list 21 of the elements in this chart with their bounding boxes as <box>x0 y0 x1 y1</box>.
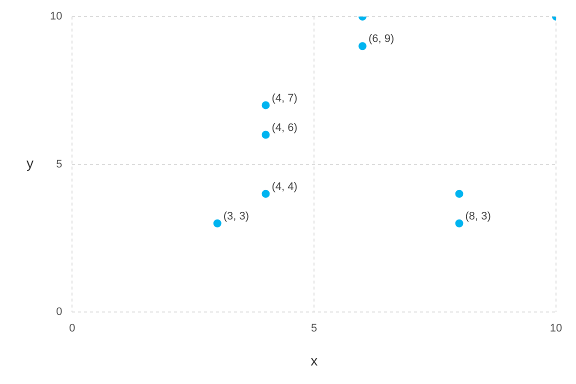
data-label: (8, 3) <box>465 210 491 222</box>
data-label: (6, 9) <box>368 33 394 46</box>
data-label: (4, 4) <box>272 180 298 193</box>
point <box>213 219 222 228</box>
data-label: (4, 6) <box>272 122 298 134</box>
x-tick-label: 10 <box>550 322 562 335</box>
y-axis-title: y <box>26 155 34 172</box>
y-tick-label: 10 <box>50 10 62 23</box>
data-label: (3, 3) <box>223 210 250 222</box>
x-axis-title: x <box>310 352 318 368</box>
y-tick-label: 0 <box>56 306 62 318</box>
point <box>455 219 464 228</box>
point <box>455 190 464 198</box>
point <box>262 101 270 110</box>
point <box>262 190 270 198</box>
data-label: (4, 7) <box>272 92 298 104</box>
point <box>358 42 366 50</box>
point <box>262 130 270 139</box>
x-tick-label: 5 <box>311 322 318 335</box>
y-tick-label: 5 <box>56 158 62 170</box>
x-tick-label: 0 <box>69 322 76 335</box>
